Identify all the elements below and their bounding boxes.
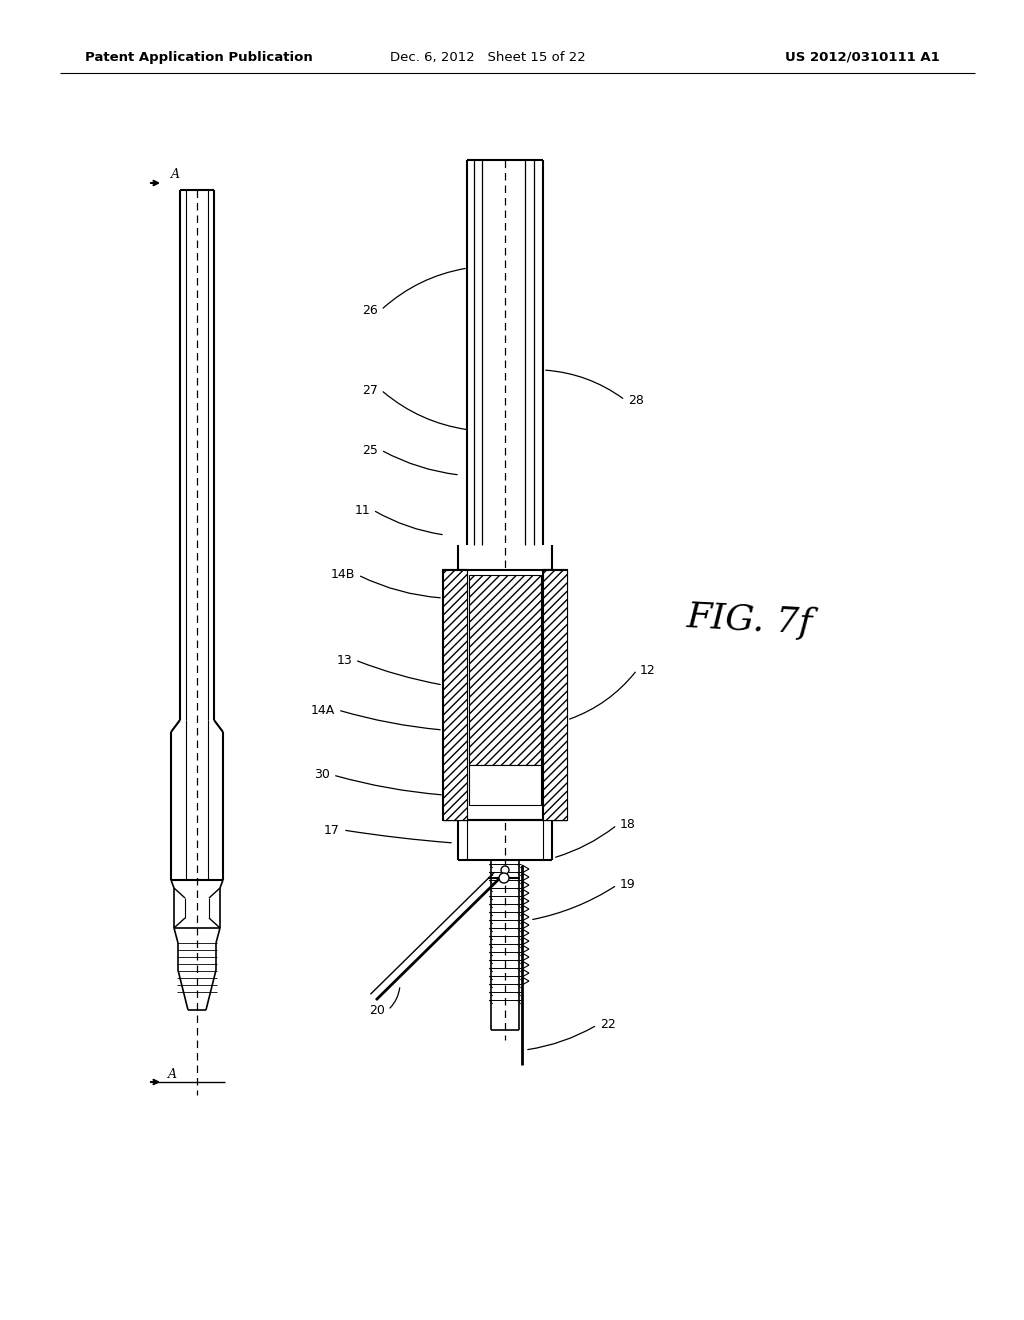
Text: 14A: 14A bbox=[310, 704, 335, 717]
Text: Patent Application Publication: Patent Application Publication bbox=[85, 50, 312, 63]
Bar bbox=[543, 570, 567, 820]
Bar bbox=[469, 766, 541, 805]
Bar bbox=[443, 570, 467, 820]
Text: 26: 26 bbox=[362, 304, 378, 317]
Text: 12: 12 bbox=[640, 664, 655, 676]
Text: 18: 18 bbox=[620, 818, 636, 832]
Bar bbox=[443, 570, 567, 820]
Text: Dec. 6, 2012   Sheet 15 of 22: Dec. 6, 2012 Sheet 15 of 22 bbox=[390, 50, 586, 63]
Text: 30: 30 bbox=[314, 768, 330, 781]
Text: 27: 27 bbox=[362, 384, 378, 396]
Text: 28: 28 bbox=[628, 393, 644, 407]
Text: 13: 13 bbox=[336, 653, 352, 667]
Circle shape bbox=[499, 873, 509, 883]
Bar bbox=[469, 576, 541, 766]
Text: FIG. 7f: FIG. 7f bbox=[686, 599, 814, 640]
Text: A: A bbox=[171, 169, 179, 181]
Text: 11: 11 bbox=[354, 503, 370, 516]
Text: 20: 20 bbox=[369, 1003, 385, 1016]
Text: 22: 22 bbox=[600, 1019, 615, 1031]
Text: 14B: 14B bbox=[331, 569, 355, 582]
Text: 17: 17 bbox=[325, 824, 340, 837]
Circle shape bbox=[501, 866, 509, 874]
Text: US 2012/0310111 A1: US 2012/0310111 A1 bbox=[785, 50, 940, 63]
Text: 25: 25 bbox=[362, 444, 378, 457]
Text: 19: 19 bbox=[620, 879, 636, 891]
Text: A: A bbox=[168, 1068, 176, 1081]
